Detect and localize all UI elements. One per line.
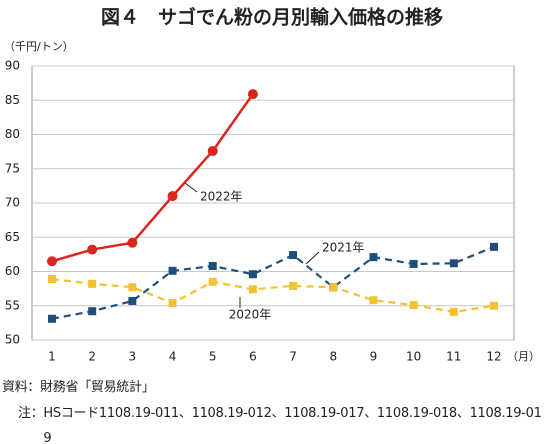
marker — [207, 145, 218, 156]
y-tick-label: 70 — [5, 196, 20, 210]
marker — [208, 262, 217, 271]
series-label: 2022年 — [200, 190, 243, 204]
marker — [490, 301, 498, 310]
marker — [167, 191, 178, 202]
note: HSコード1108.19-011、1108.19-012、1108.19-017… — [43, 406, 542, 444]
x-tick-label: 7 — [289, 350, 297, 364]
marker — [248, 270, 257, 279]
x-tick-label: 4 — [169, 350, 177, 364]
x-tick-label: 12 — [486, 350, 501, 364]
marker — [369, 253, 378, 262]
marker — [168, 299, 177, 308]
marker — [128, 283, 137, 292]
leader-line — [305, 251, 320, 265]
marker — [127, 237, 138, 248]
x-tick-label: 3 — [129, 350, 137, 364]
marker — [47, 256, 57, 267]
y-tick-label: 60 — [5, 264, 20, 278]
series-line — [51, 277, 495, 314]
y-tick-label: 75 — [5, 161, 20, 175]
x-tick-label: 11 — [446, 350, 461, 364]
x-unit: （月） — [507, 350, 540, 363]
marker — [490, 242, 498, 251]
series-line — [51, 245, 495, 320]
marker — [87, 244, 98, 255]
y-unit: （千円/トン） — [4, 40, 74, 53]
marker — [409, 259, 418, 268]
marker — [168, 266, 177, 275]
marker — [48, 314, 56, 323]
leader-line — [184, 182, 198, 193]
x-tick-label: 5 — [209, 350, 217, 364]
marker — [449, 307, 458, 316]
y-tick-label: 80 — [5, 127, 20, 141]
chart: 図４ サゴでん粉の月別輸入価格の推移 （千円/トン） （月） 505560657… — [4, 6, 540, 364]
chart-title: 図４ サゴでん粉の月別輸入価格の推移 — [101, 6, 443, 29]
x-tick-label: 1 — [48, 350, 56, 364]
marker — [289, 281, 298, 290]
marker — [329, 283, 338, 292]
source: 資料：財務省「貿易統計」 — [2, 380, 155, 395]
marker — [88, 307, 97, 316]
marker — [48, 275, 56, 284]
marker — [369, 296, 378, 305]
x-tick-label: 2 — [88, 350, 96, 364]
series-line — [51, 93, 254, 263]
y-tick-label: 90 — [5, 59, 20, 73]
note-label: 注： — [18, 406, 44, 421]
x-tick-label: 6 — [249, 350, 257, 364]
marker — [88, 279, 97, 288]
marker — [247, 89, 258, 100]
x-tick-label: 10 — [406, 350, 421, 364]
series-label: 2021年 — [322, 241, 365, 255]
marker — [128, 296, 137, 305]
y-tick-label: 65 — [5, 230, 20, 244]
marker — [289, 251, 298, 260]
x-tick-label: 8 — [329, 350, 337, 364]
y-tick-label: 85 — [5, 93, 20, 107]
marker — [409, 301, 418, 310]
x-tick-label: 9 — [370, 350, 378, 364]
series-label: 2020年 — [229, 308, 272, 322]
marker — [208, 277, 217, 286]
y-tick-label: 50 — [5, 333, 20, 347]
note-row: 注： HSコード1108.19-011、1108.19-012、1108.19-… — [18, 401, 544, 444]
y-tick-label: 55 — [5, 298, 20, 312]
marker — [449, 259, 458, 268]
marker — [248, 285, 257, 294]
